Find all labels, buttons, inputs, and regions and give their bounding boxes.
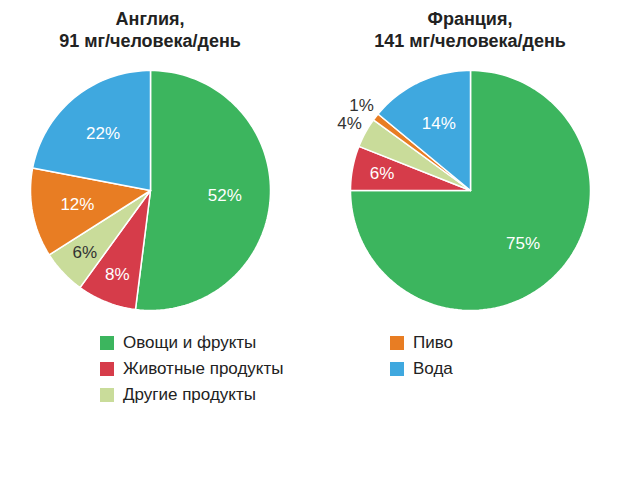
html-text:Англия,: Англия, bbox=[115, 9, 185, 29]
svg-text:22%: 22% bbox=[86, 124, 120, 143]
svg-text:6%: 6% bbox=[73, 243, 98, 262]
html-text:Животные продукты: Животные продукты bbox=[123, 359, 284, 378]
svg-text:4%: 4% bbox=[337, 114, 362, 133]
html-text:Овощи и фрукты: Овощи и фрукты bbox=[123, 333, 257, 352]
html-text:141 мг/человека/день: 141 мг/человека/день bbox=[374, 31, 566, 51]
html-text:Пиво: Пиво bbox=[413, 333, 453, 352]
svg-text:6%: 6% bbox=[370, 164, 395, 183]
svg-text:75%: 75% bbox=[506, 234, 540, 253]
html-text:Франция,: Франция, bbox=[427, 9, 513, 29]
svg-text:14%: 14% bbox=[422, 114, 456, 133]
svg-text:12%: 12% bbox=[60, 195, 94, 214]
html-text:Другие продукты: Другие продукты bbox=[123, 385, 256, 404]
html-text:Вода: Вода bbox=[413, 359, 453, 378]
svg-text:52%: 52% bbox=[208, 186, 242, 205]
svg-text:8%: 8% bbox=[105, 265, 130, 284]
svg-text:1%: 1% bbox=[349, 96, 374, 115]
html-text:91 мг/человека/день: 91 мг/человека/день bbox=[59, 31, 241, 51]
